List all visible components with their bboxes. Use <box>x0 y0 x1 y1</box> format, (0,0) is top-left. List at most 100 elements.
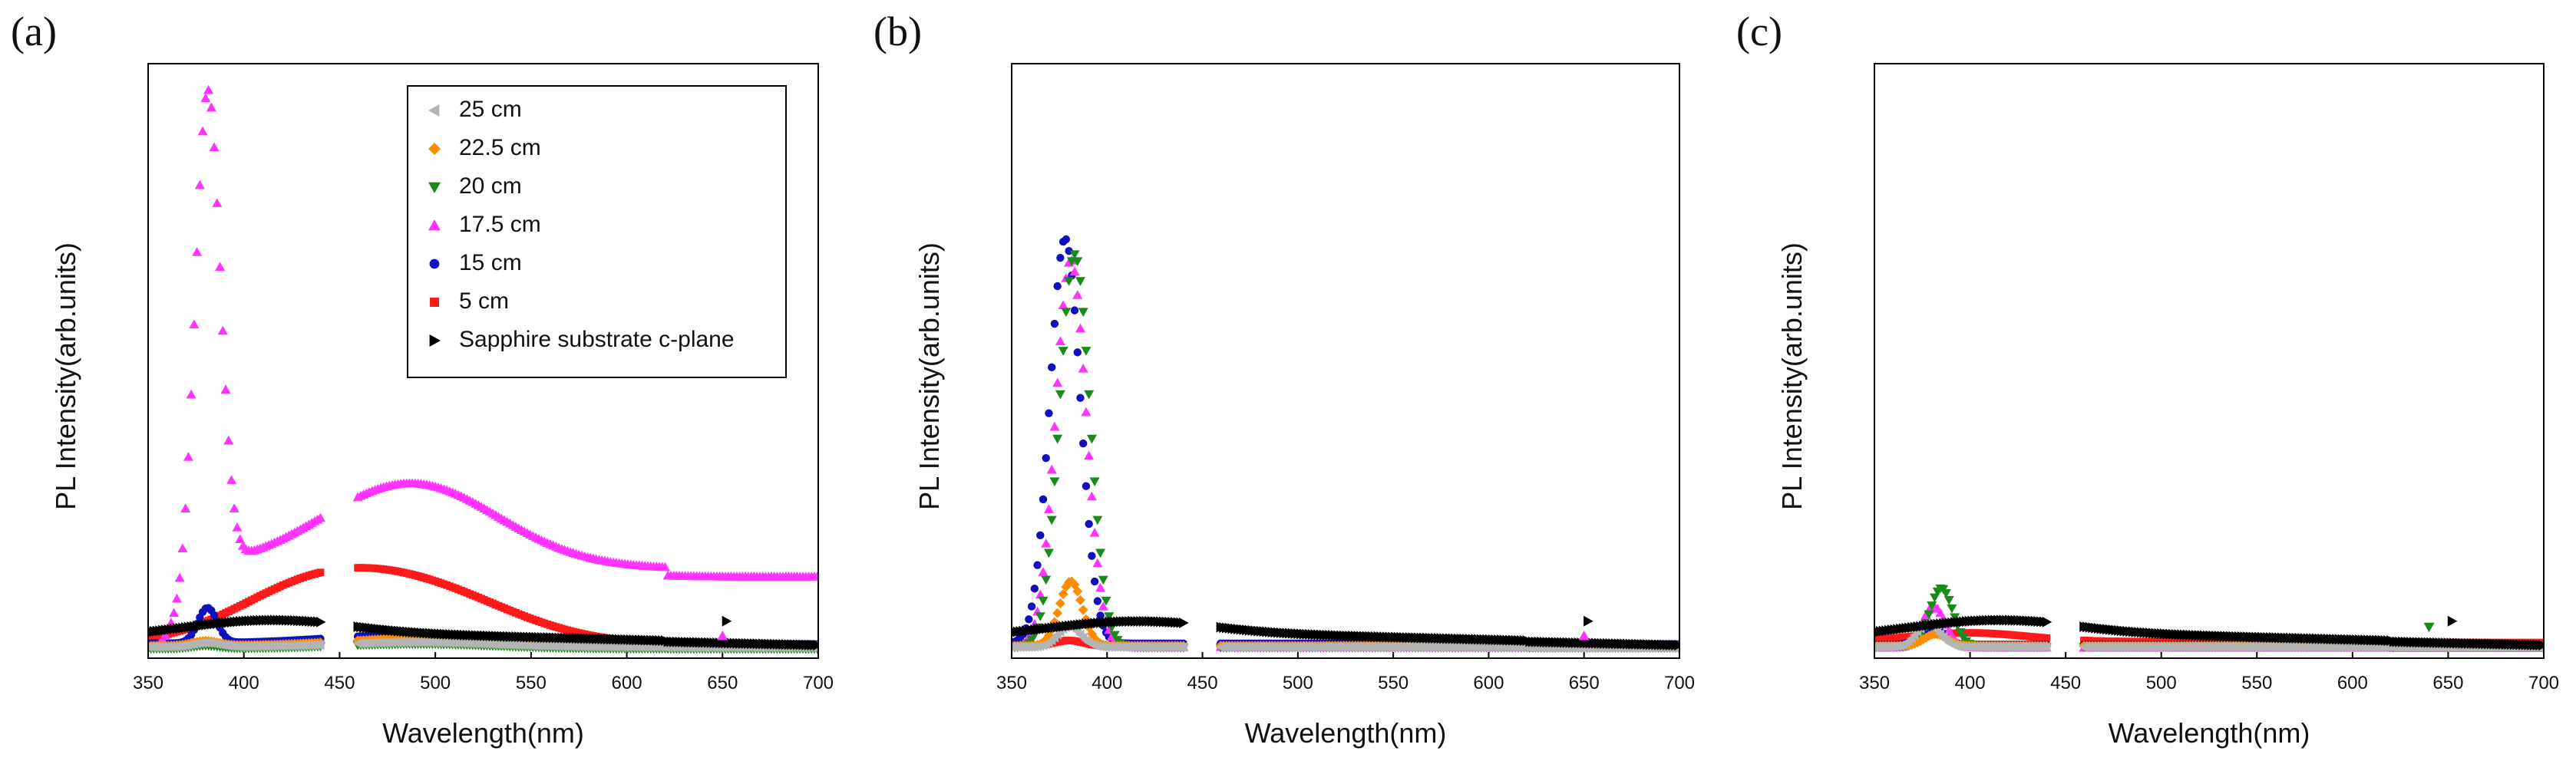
x-axis-label: Wavelength(nm) <box>1245 717 1447 749</box>
legend-label: 5 cm <box>459 288 509 314</box>
data-point <box>1055 390 1065 400</box>
data-point <box>1039 495 1048 504</box>
x-tick-label: 400 <box>1955 673 1986 693</box>
panel-label-c: (c) <box>1736 8 1782 54</box>
data-point <box>1041 539 1052 548</box>
data-point <box>1062 235 1071 244</box>
data-point <box>1052 608 1063 618</box>
data-point <box>1098 601 1108 611</box>
data-point <box>1090 577 1099 586</box>
data-point <box>1027 602 1036 611</box>
data-point <box>177 543 188 553</box>
data-point <box>1075 277 1085 286</box>
legend-marker <box>428 182 441 193</box>
data-point <box>226 475 237 484</box>
x-tick-label: 550 <box>516 673 547 693</box>
x-tick-label: 350 <box>133 673 163 693</box>
data-point <box>315 640 325 650</box>
data-point <box>1086 434 1097 444</box>
data-point <box>197 126 208 136</box>
data-point <box>1095 548 1106 558</box>
data-point <box>1072 586 1083 597</box>
data-point <box>1098 575 1108 585</box>
data-point <box>315 512 325 522</box>
x-tick-label: 550 <box>1378 673 1409 693</box>
data-point <box>1944 595 1954 605</box>
legend-marker <box>428 143 441 155</box>
data-point <box>1064 277 1075 286</box>
x-tick-label: 600 <box>2337 673 2368 693</box>
legend-label: 25 cm <box>459 97 522 122</box>
x-axis-label: Wavelength(nm) <box>382 717 584 749</box>
data-point <box>1078 604 1088 615</box>
legend-marker <box>429 334 441 347</box>
data-point <box>1072 290 1083 299</box>
data-point <box>1109 631 1120 641</box>
x-axis-label: Wavelength(nm) <box>2109 717 2310 749</box>
legend-label: 17.5 cm <box>459 212 541 237</box>
x-tick-label: 700 <box>2528 673 2559 693</box>
data-point <box>1035 612 1045 621</box>
data-point <box>1052 434 1063 444</box>
x-tick-label: 650 <box>707 673 738 693</box>
series-15-cm <box>1012 235 1679 648</box>
data-point <box>1033 561 1042 569</box>
data-point <box>1069 266 1080 276</box>
panel-label-a: (a) <box>11 8 57 54</box>
annotation-marker <box>722 615 732 627</box>
x-tick-label: 550 <box>2241 673 2272 693</box>
data-point <box>210 611 219 620</box>
x-tick-label: 650 <box>2432 673 2463 693</box>
data-point <box>1053 282 1062 291</box>
data-point <box>1082 482 1091 490</box>
chart-panel-1: 350 400 450 500 550 600 650 700Wavelength(nm)PL… <box>50 63 834 749</box>
data-point <box>1075 594 1085 605</box>
data-point <box>1046 464 1057 474</box>
data-point <box>174 572 185 582</box>
legend-label: Sapphire substrate c-plane <box>459 327 735 352</box>
data-point <box>1061 308 1072 318</box>
data-point <box>1055 598 1065 609</box>
x-tick-label: 600 <box>1473 673 1504 693</box>
series-sapphire-substrate-c-plane <box>1875 614 2543 651</box>
x-tick-label: 500 <box>420 673 451 693</box>
data-point <box>1089 527 1100 537</box>
x-tick-label: 650 <box>1569 673 1600 693</box>
data-point <box>1073 348 1082 357</box>
data-point <box>1092 515 1103 525</box>
data-point <box>189 319 200 329</box>
x-tick-label: 450 <box>2050 673 2081 693</box>
data-point <box>1025 615 1033 624</box>
data-layer <box>1012 235 1679 654</box>
series-25-cm <box>1012 621 1679 653</box>
data-point <box>186 389 197 399</box>
data-point <box>1179 617 1189 628</box>
data-point <box>183 452 193 461</box>
data-point <box>1079 439 1088 448</box>
data-point <box>1927 601 1937 611</box>
data-point <box>200 93 211 103</box>
data-point <box>1035 589 1045 599</box>
annotation-marker <box>717 630 728 641</box>
chart-panel-3: 350 400 450 500 550 600 650 700Wavelength(nm)PL… <box>1776 63 2559 749</box>
data-point <box>1072 257 1083 267</box>
data-point <box>1038 567 1049 576</box>
x-tick-label: 350 <box>1859 673 1890 693</box>
data-point <box>1043 548 1054 558</box>
data-point <box>1042 453 1050 463</box>
data-point <box>203 84 214 94</box>
data-point <box>1046 515 1057 525</box>
data-layer <box>149 84 817 654</box>
data-point <box>1092 558 1103 568</box>
data-point <box>1049 477 1060 487</box>
legend-box <box>407 85 787 378</box>
data-point <box>1081 347 1091 356</box>
data-point <box>316 568 325 577</box>
x-tick-label: 600 <box>612 673 642 693</box>
data-point <box>1065 247 1073 255</box>
data-point <box>1084 450 1095 460</box>
data-point <box>217 325 228 335</box>
data-point <box>1095 582 1106 592</box>
